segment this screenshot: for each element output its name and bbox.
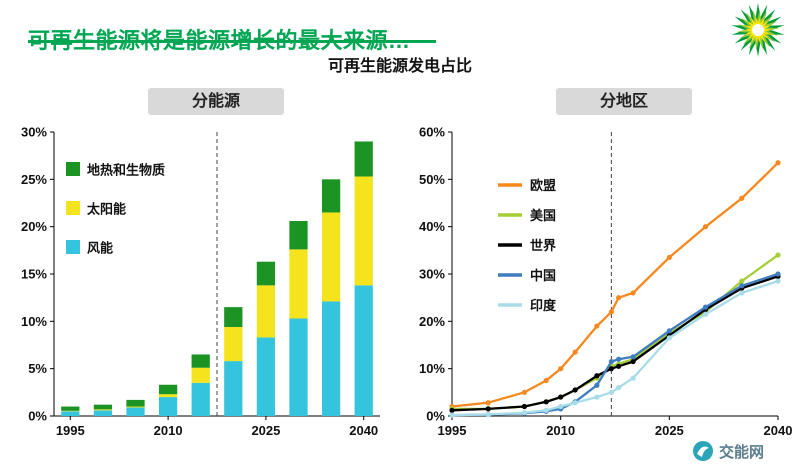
svg-text:2010: 2010 xyxy=(546,423,575,438)
bp-helios-logo-icon xyxy=(731,3,785,57)
svg-text:欧盟: 欧盟 xyxy=(530,178,556,193)
svg-text:1995: 1995 xyxy=(56,423,85,438)
svg-text:1995: 1995 xyxy=(438,423,467,438)
title-underline xyxy=(28,40,436,43)
svg-text:15%: 15% xyxy=(21,267,47,282)
watermark-text: 交能网 xyxy=(719,443,765,461)
svg-text:中国: 中国 xyxy=(530,268,556,283)
svg-text:30%: 30% xyxy=(419,267,445,282)
line-chart-by-region: 0% 10% 20% 30% 40% 50% 60% 1995 2010 2025 2040 欧盟美国… xyxy=(419,125,793,439)
svg-text:世界: 世界 xyxy=(530,238,556,253)
svg-text:2040: 2040 xyxy=(349,423,378,438)
svg-text:2025: 2025 xyxy=(251,423,280,438)
svg-text:10%: 10% xyxy=(419,361,445,376)
svg-text:20%: 20% xyxy=(419,314,445,329)
svg-text:0%: 0% xyxy=(28,409,47,424)
svg-text:2010: 2010 xyxy=(154,423,183,438)
svg-text:地热和生物质: 地热和生物质 xyxy=(87,163,165,178)
panel-header-by-region: 分地区 xyxy=(556,88,692,115)
svg-text:0%: 0% xyxy=(426,409,445,424)
watermark-logo-icon xyxy=(693,441,713,461)
svg-text:5%: 5% xyxy=(28,361,47,376)
svg-text:风能: 风能 xyxy=(87,241,113,256)
svg-text:30%: 30% xyxy=(21,125,47,140)
svg-text:25%: 25% xyxy=(21,172,47,187)
svg-text:10%: 10% xyxy=(21,314,47,329)
svg-text:太阳能: 太阳能 xyxy=(86,202,126,217)
svg-text:20%: 20% xyxy=(21,219,47,234)
chart-subtitle: 可再生能源发电占比 xyxy=(327,58,473,75)
bar-chart-by-source: 0% 5% 10% 15% 20% 25% 30% 1995 2010 2025 2040 地热和生物… xyxy=(21,125,380,438)
svg-text:美国: 美国 xyxy=(530,208,556,223)
watermark: 交能网 xyxy=(692,440,764,462)
svg-text:2025: 2025 xyxy=(655,423,684,438)
page-title: 可再生能源将是能源增长的最大来源… xyxy=(28,27,411,53)
svg-text:50%: 50% xyxy=(419,172,445,187)
svg-text:2040: 2040 xyxy=(764,423,793,438)
svg-text:印度: 印度 xyxy=(530,298,557,313)
svg-text:60%: 60% xyxy=(419,125,445,140)
svg-text:40%: 40% xyxy=(419,219,445,234)
panel-header-by-source: 分能源 xyxy=(148,88,284,115)
